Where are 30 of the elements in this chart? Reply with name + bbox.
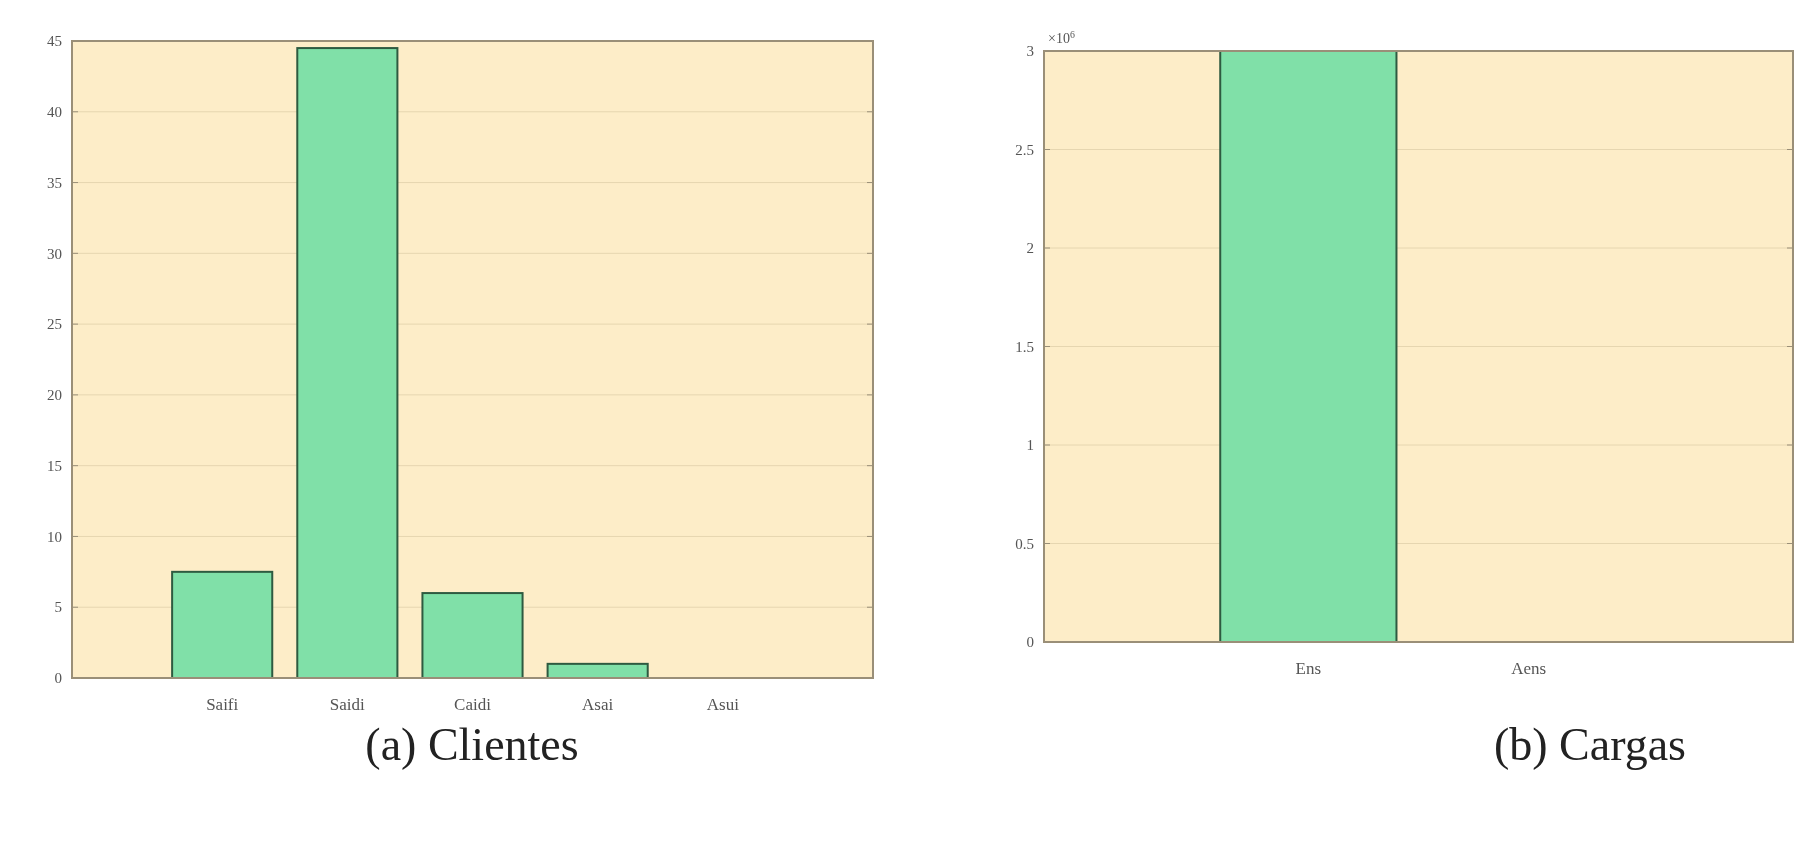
x-tick-label: Saidi [329, 695, 366, 714]
y-tick-label: 0.5 [1015, 535, 1034, 552]
x-tick-label: Caidi [454, 695, 492, 714]
y-tick-label: 10 [47, 528, 62, 545]
y-tick-label: 40 [47, 104, 62, 121]
y-tick-label: 0 [1026, 634, 1034, 651]
y-tick-label: 15 [47, 457, 62, 474]
x-tick-label: Asui [706, 695, 740, 714]
y-tick-label: 35 [47, 174, 62, 191]
y-tick-label: 20 [47, 387, 62, 404]
y-tick-label: 2.5 [1015, 141, 1034, 158]
y-tick-label: 5 [54, 599, 62, 616]
y-tick-label: 3 [1026, 43, 1034, 60]
bar [171, 570, 274, 679]
text: (a) Clientes [365, 719, 579, 770]
y-tick-label: 30 [47, 245, 62, 262]
bar [296, 47, 399, 679]
x-tick-label: Asai [582, 695, 614, 714]
y-tick-label: 1 [1026, 437, 1034, 454]
bar [421, 592, 524, 679]
x-tick-label: Aens [1511, 659, 1547, 678]
y-tick-label: 2 [1026, 240, 1034, 257]
y-tick-label: 45 [47, 33, 62, 50]
y-tick-label: 25 [47, 316, 62, 333]
y-tick-label: 1.5 [1015, 338, 1034, 355]
text: ×10$^{6}$ [1048, 28, 1075, 46]
y-tick-label: 0 [54, 670, 62, 687]
x-tick-label: Saifi [206, 695, 239, 714]
x-tick-label: Ens [1295, 659, 1322, 678]
text: (b) Cargas [1493, 719, 1687, 770]
